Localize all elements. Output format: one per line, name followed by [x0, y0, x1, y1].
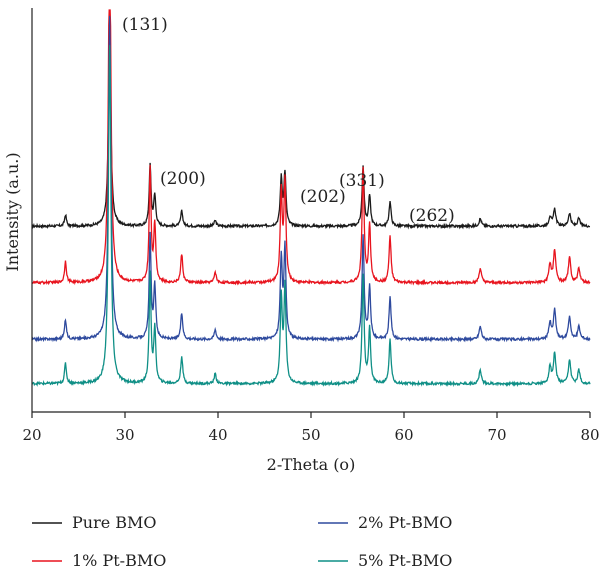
- x-tick-label: 20: [22, 426, 41, 444]
- peak-label-331: (331): [339, 171, 385, 191]
- series-line: [31, 45, 591, 388]
- x-axis-label: 2-Theta (o): [267, 455, 356, 474]
- y-axis-label: Intensity (a.u.): [3, 152, 22, 271]
- peak-label-262: (262): [409, 206, 455, 226]
- legend: Pure BMO 1% Pt-BMO 2% Pt-BMO 5% Pt-BMO: [32, 513, 452, 570]
- series-layer: [31, 9, 591, 388]
- peak-annotations: (131) (200) (202) (331) (262): [122, 15, 455, 226]
- series-line: [31, 38, 591, 230]
- x-tick-label: 70: [487, 426, 506, 444]
- x-tick-label: 40: [208, 426, 227, 444]
- legend-label-2pct: 2% Pt-BMO: [358, 513, 452, 532]
- x-tick-label: 50: [301, 426, 320, 444]
- x-ticks: 20 30 40 50 60 70 80: [22, 412, 600, 444]
- legend-label-pure-bmo: Pure BMO: [72, 513, 157, 532]
- series-line: [31, 9, 591, 286]
- x-tick-label: 80: [580, 426, 599, 444]
- x-tick-label: 30: [115, 426, 134, 444]
- peak-label-202: (202): [300, 187, 346, 207]
- plot-axes: [31, 8, 590, 413]
- peak-label-200: (200): [160, 169, 206, 189]
- peak-label-131: (131): [122, 15, 168, 35]
- x-tick-label: 60: [394, 426, 413, 444]
- legend-label-1pct: 1% Pt-BMO: [72, 551, 166, 570]
- legend-label-5pct: 5% Pt-BMO: [358, 551, 452, 570]
- series-line: [31, 15, 591, 343]
